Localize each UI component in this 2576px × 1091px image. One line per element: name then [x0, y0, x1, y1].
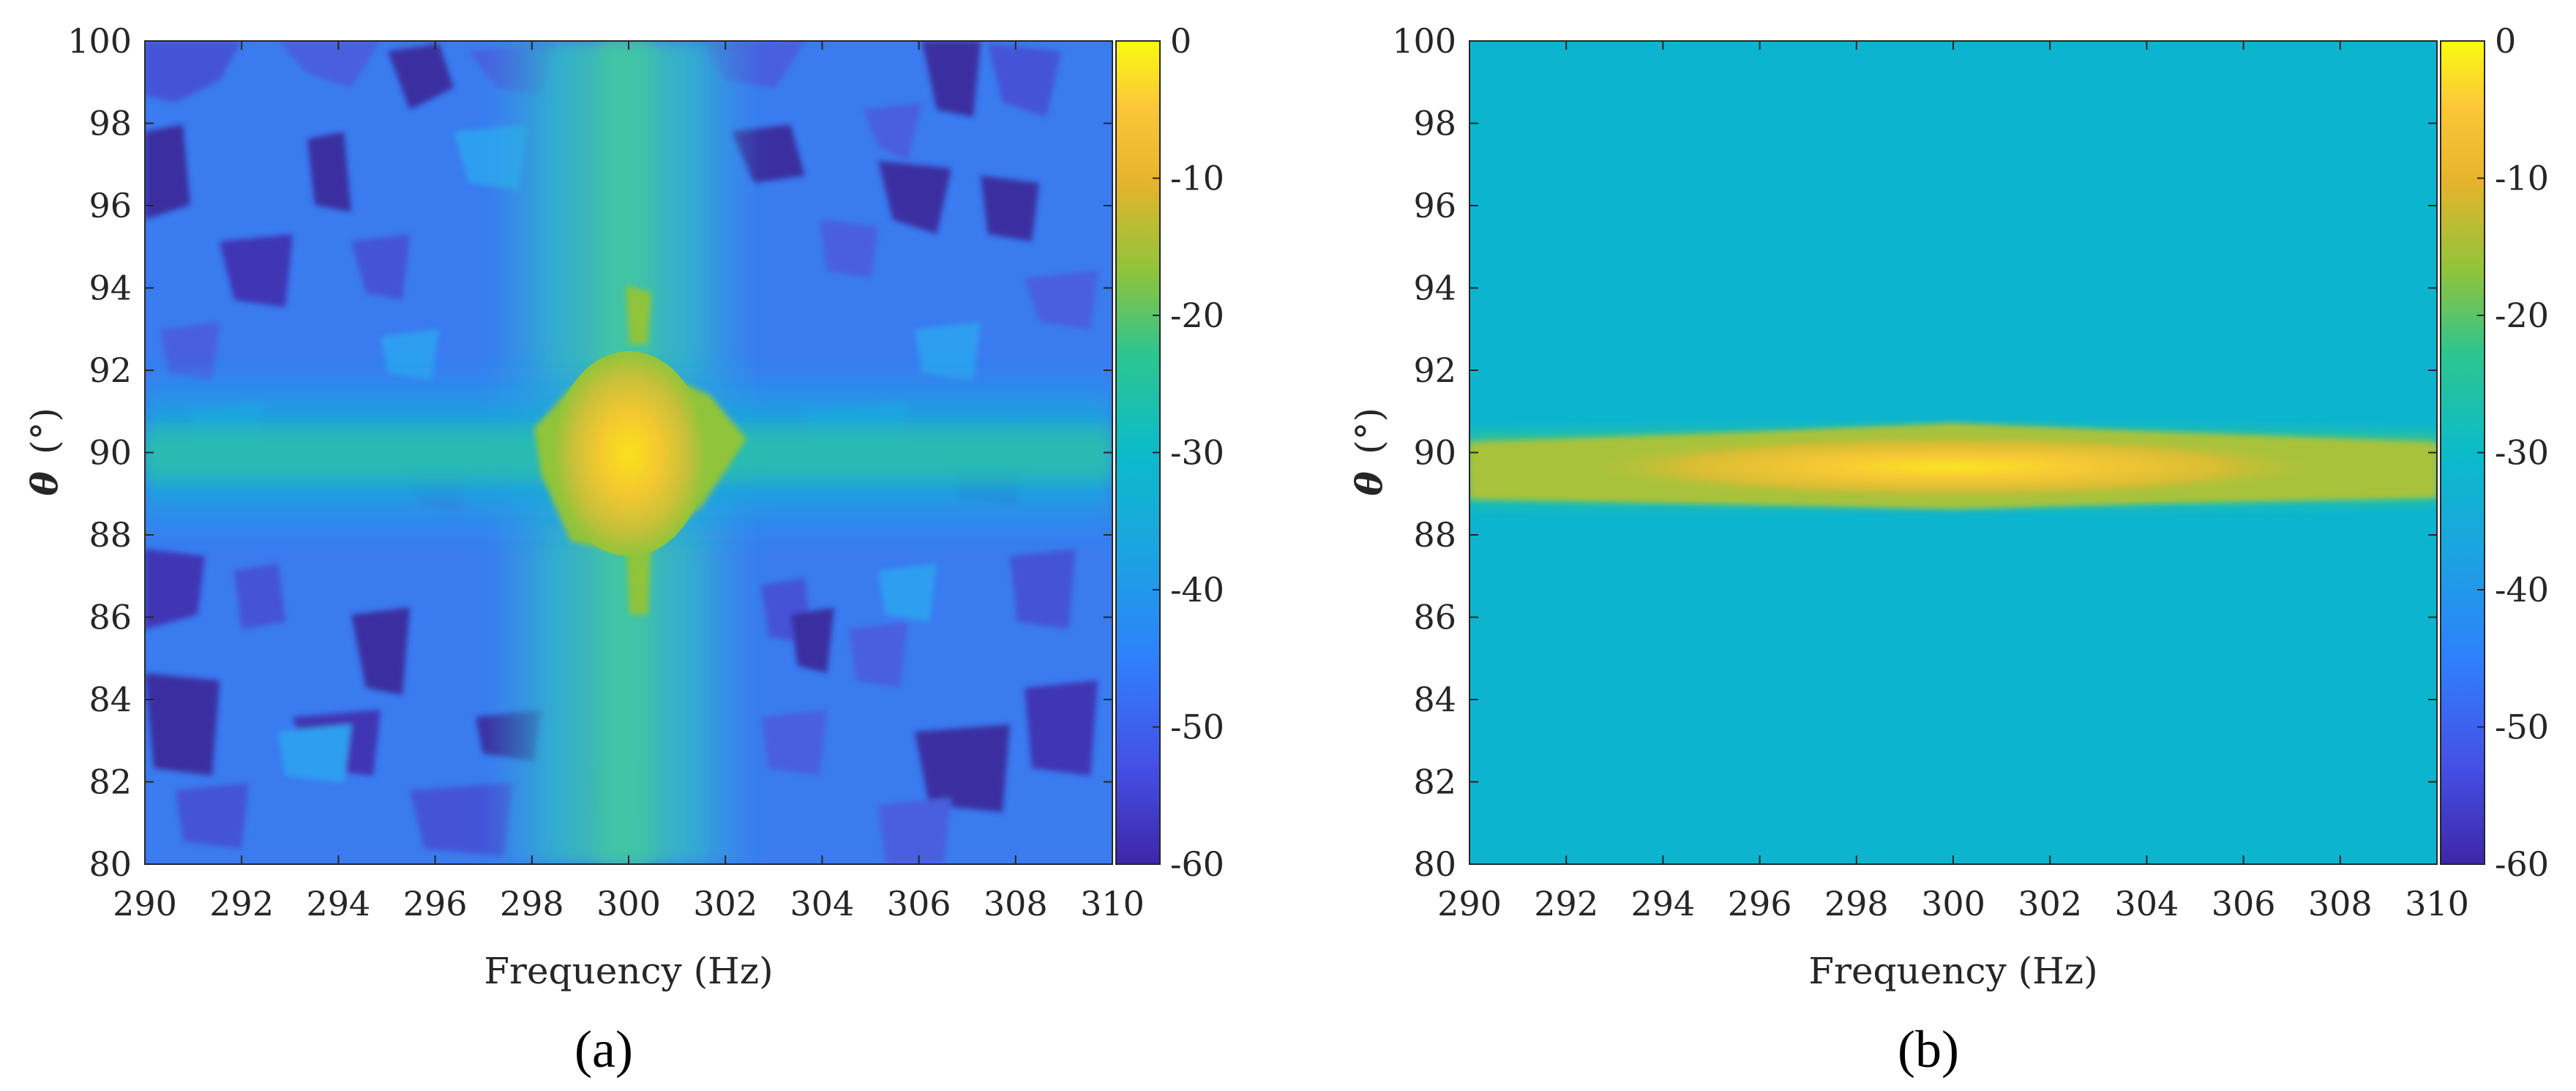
colorbar-tick-label: -40 — [1170, 570, 1224, 610]
axes-b-xlabel: Frequency (Hz) — [1808, 950, 2097, 992]
colorbar-tick-label: -50 — [1170, 708, 1224, 747]
y-tick-label: 96 — [89, 186, 132, 225]
colorbar-tick-label: 0 — [2495, 21, 2516, 61]
x-tick-label: 294 — [306, 884, 370, 923]
x-tick-label: 304 — [2114, 884, 2179, 923]
x-tick-label: 306 — [887, 884, 951, 923]
axes-b-ylabel-symbol: θ — [1347, 471, 1390, 496]
panel-b-label: (b) — [1898, 1020, 1959, 1079]
y-tick-label: 84 — [89, 680, 132, 719]
x-tick-label: 308 — [984, 884, 1048, 923]
heatmap-a-peak — [553, 351, 706, 556]
x-tick-label: 306 — [2212, 884, 2276, 923]
colorbar-tick-label: -40 — [2495, 570, 2549, 610]
x-tick-label: 296 — [1728, 884, 1792, 923]
heatmap-a-lobe-top — [626, 285, 651, 344]
axes-a-ylabel-unit: (°) — [23, 408, 66, 454]
colorbar-tick-label: -20 — [1170, 296, 1224, 335]
axes-a-yticks: 80 82 84 86 88 90 92 94 96 98 100 — [67, 21, 1112, 884]
y-tick-label: 88 — [1413, 515, 1456, 555]
x-tick-label: 308 — [2308, 884, 2373, 923]
y-tick-label: 84 — [1413, 680, 1456, 719]
x-tick-label: 292 — [1534, 884, 1598, 923]
y-tick-label: 86 — [89, 598, 132, 637]
y-tick-label: 98 — [1413, 104, 1456, 143]
y-tick-label: 100 — [67, 21, 132, 61]
x-tick-label: 310 — [2405, 884, 2469, 923]
colorbar-tick-label: -60 — [1170, 844, 1224, 884]
axes-b-yticks: 80 82 84 86 88 90 92 94 96 98 100 — [1392, 21, 2437, 884]
y-tick-label: 92 — [89, 350, 132, 390]
colorbar-tick-label: -10 — [2495, 159, 2549, 198]
y-tick-label: 96 — [1413, 186, 1456, 225]
axes-a-ylabel: θ (°) — [23, 408, 66, 496]
panel-a: 290 292 294 296 298 300 302 304 306 308 310 80 82 84… — [23, 21, 1224, 1079]
x-tick-label: 298 — [500, 884, 564, 923]
x-tick-label: 290 — [1437, 884, 1502, 923]
x-tick-label: 294 — [1630, 884, 1695, 923]
y-tick-label: 94 — [1413, 269, 1456, 308]
x-tick-label: 302 — [693, 884, 757, 923]
y-tick-label: 94 — [89, 269, 132, 308]
x-tick-label: 296 — [403, 884, 468, 923]
x-tick-label: 300 — [1921, 884, 1985, 923]
x-tick-label: 304 — [790, 884, 854, 923]
y-tick-label: 88 — [89, 515, 132, 555]
heatmap-b-peak — [1573, 434, 2334, 500]
panel-b: 290 292 294 296 298 300 302 304 306 308 310 80 82 84… — [1347, 21, 2549, 1079]
axes-a-xticks: 290 292 294 296 298 300 302 304 306 308 310 — [113, 41, 1145, 923]
y-tick-label: 80 — [89, 844, 132, 884]
x-tick-label: 292 — [209, 884, 274, 923]
y-tick-label: 82 — [1413, 762, 1456, 802]
x-tick-label: 310 — [1080, 884, 1145, 923]
x-tick-label: 302 — [2018, 884, 2082, 923]
colorbar-tick-label: -30 — [2495, 433, 2549, 473]
y-tick-label: 90 — [1413, 433, 1456, 473]
colorbar-tick-label: -20 — [2495, 296, 2549, 335]
axes-b-ylabel: θ (°) — [1347, 408, 1390, 496]
colorbar-a-ticks: 0 -10 -20 -30 -40 -50 -60 — [1153, 21, 1224, 884]
colorbar-tick-label: -60 — [2495, 844, 2549, 884]
colorbar-tick-label: -50 — [2495, 708, 2549, 747]
axes-b-xticks: 290 292 294 296 298 300 302 304 306 308 310 — [1437, 41, 2469, 923]
y-tick-label: 100 — [1392, 21, 1456, 61]
axes-b-ylabel-unit: (°) — [1348, 408, 1390, 454]
y-tick-label: 90 — [89, 433, 132, 473]
colorbar-tick-label: -30 — [1170, 433, 1224, 473]
x-tick-label: 298 — [1824, 884, 1889, 923]
colorbar-b-ticks: 0 -10 -20 -30 -40 -50 -60 — [2477, 21, 2549, 884]
axes-a-xlabel: Frequency (Hz) — [484, 950, 773, 992]
y-tick-label: 82 — [89, 762, 132, 802]
y-tick-label: 80 — [1413, 844, 1456, 884]
x-tick-label: 290 — [113, 884, 177, 923]
y-tick-label: 92 — [1413, 350, 1456, 390]
panel-a-label: (a) — [574, 1020, 633, 1079]
heatmap-b — [1469, 41, 2437, 864]
colorbar-tick-label: 0 — [1170, 21, 1191, 61]
x-tick-label: 300 — [596, 884, 661, 923]
y-tick-label: 86 — [1413, 598, 1456, 637]
colorbar-tick-label: -10 — [1170, 159, 1224, 198]
axes-a-ylabel-symbol: θ — [23, 471, 66, 496]
y-tick-label: 98 — [89, 104, 132, 143]
heatmap-a — [145, 41, 1112, 864]
